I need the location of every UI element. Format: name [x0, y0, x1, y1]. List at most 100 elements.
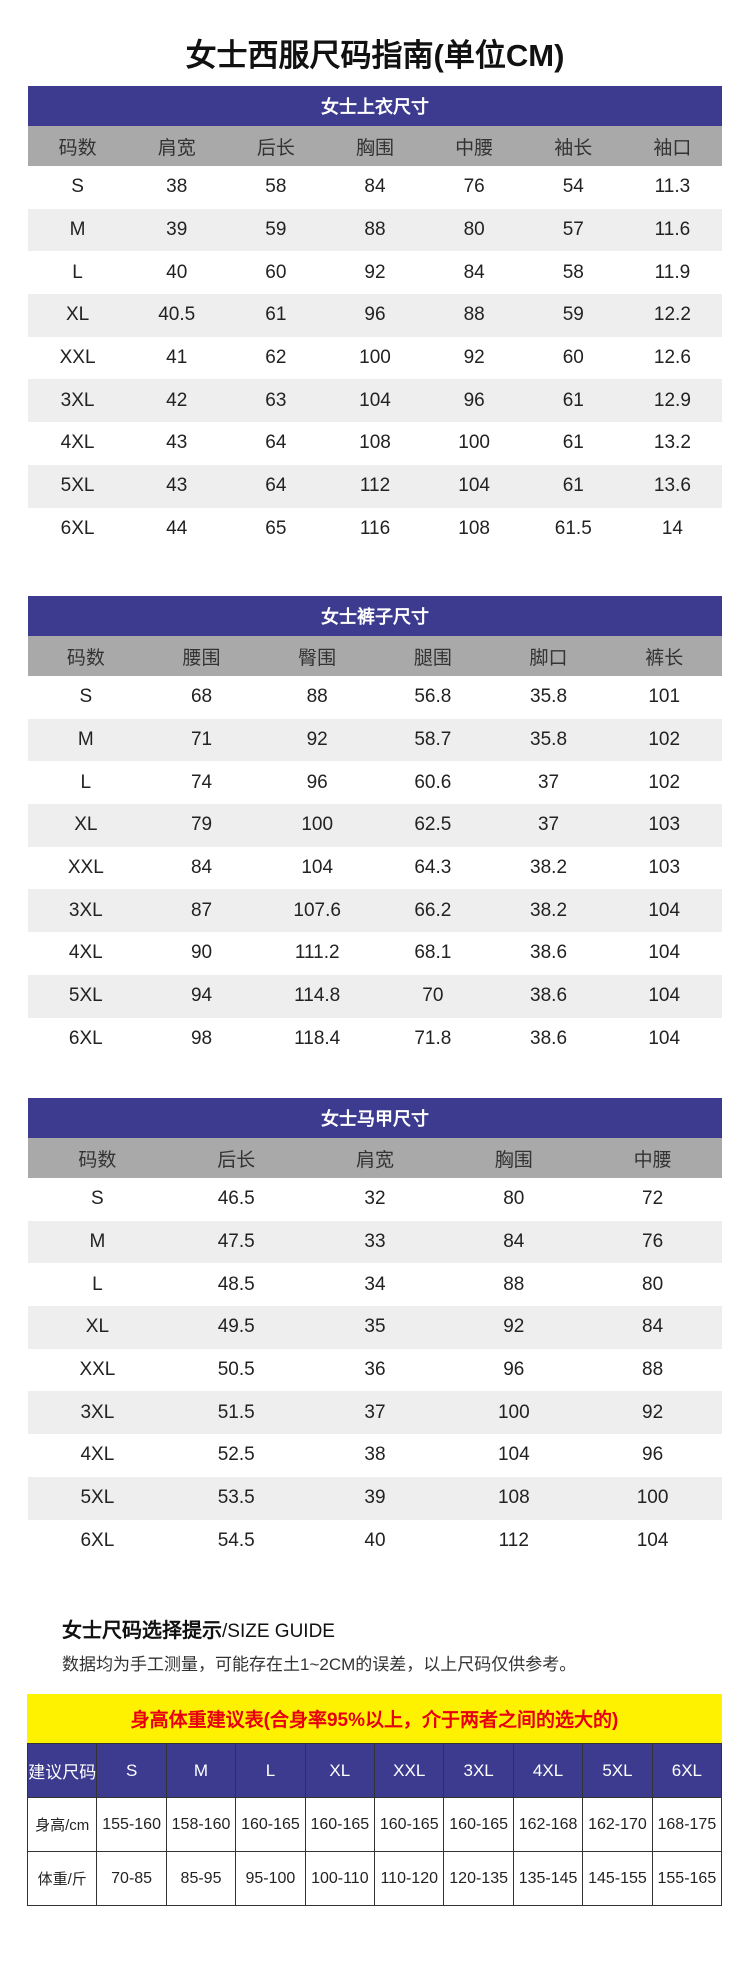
- size-label: 5XL: [60, 475, 95, 497]
- table-cell: 100: [497, 1401, 530, 1423]
- table-cell: 56.8: [414, 686, 452, 708]
- table-cell: 120-135: [443, 1852, 512, 1905]
- table-cell: 65: [265, 517, 287, 539]
- column-header: 码数: [66, 647, 105, 669]
- table-cell: 102: [648, 771, 681, 793]
- table-cell: 88: [306, 686, 328, 708]
- table-cell: 100: [359, 347, 391, 369]
- table-cell: 11.9: [654, 261, 691, 283]
- table-cell: 60.6: [414, 771, 452, 793]
- table-cell: 38.6: [530, 1027, 568, 1049]
- size-label: L: [92, 1273, 103, 1295]
- table-cell: 64.3: [414, 857, 452, 879]
- table-cell: 63: [265, 389, 287, 411]
- table-cell: 13.6: [653, 475, 691, 497]
- table-cell: 47.5: [217, 1231, 255, 1253]
- table-row: L 48.5 34 88 80: [28, 1263, 722, 1306]
- column-header: 肩宽: [355, 1149, 394, 1171]
- table-cell: 158-160: [165, 1798, 235, 1851]
- table-row: 3XL 42 63 104 96 61 12.9: [28, 379, 722, 423]
- table-cell: 76: [463, 176, 485, 198]
- table-row: 5XL 53.5 39 108 100: [28, 1476, 722, 1520]
- size-label: XL: [85, 1316, 110, 1338]
- table-cell: 155-165: [651, 1852, 723, 1905]
- column-header: 中腰: [633, 1149, 672, 1171]
- size-guide-title: 女士尺码选择提示: [62, 1620, 222, 1642]
- table-row: XL 79 100 62.5 37 103: [28, 804, 722, 847]
- table-cell: 90: [190, 942, 213, 964]
- size-label: M: [69, 219, 86, 241]
- column-header: 胸围: [355, 137, 394, 159]
- size-label: 3XL: [60, 389, 95, 411]
- table-cell: 42: [166, 389, 188, 411]
- table-cell: 95-100: [235, 1852, 304, 1905]
- column-header-row: 码数 肩宽 后长 胸围 中腰 袖长 袖口: [28, 126, 722, 166]
- table-cell: 84: [364, 176, 386, 198]
- table-cell: 43: [166, 432, 188, 454]
- table-row: XXL 41 62 100 92 60 12.6: [28, 337, 722, 380]
- table-cell: 54.5: [217, 1529, 255, 1551]
- column-header: 脚口: [529, 647, 568, 669]
- table-cell: 160-165: [235, 1798, 304, 1851]
- table-cell: 61: [562, 432, 584, 454]
- column-header: XXL: [374, 1744, 443, 1797]
- column-header: S: [96, 1744, 165, 1797]
- column-header: 建议尺码: [27, 1744, 96, 1797]
- row-label: 体重/斤: [27, 1852, 96, 1905]
- height-weight-table: 身高体重建议表(合身率95%以上，介于两者之间的选大的) 建议尺码 S M L XL XX…: [27, 1694, 723, 1906]
- table-cell: 43: [166, 475, 188, 497]
- size-label: XL: [65, 304, 90, 326]
- size-label: L: [72, 261, 83, 283]
- size-label: S: [79, 686, 93, 708]
- table-cell: 37: [537, 814, 560, 836]
- table-cell: 100-110: [304, 1852, 374, 1905]
- table-row: 体重/斤 70-85 85-95 95-100 100-110 110-120 120-13…: [27, 1852, 723, 1906]
- table-cell: 13.2: [653, 432, 691, 454]
- table-cell: 12.2: [653, 304, 691, 326]
- table-row: 3XL 87 107.6 66.2 38.2 104: [28, 889, 722, 933]
- table-cell: 94: [190, 985, 213, 1007]
- table-row: 5XL 94 114.8 70 38.6 104: [28, 974, 722, 1018]
- table-cell: 38: [364, 1444, 386, 1466]
- column-header: 腿围: [413, 647, 452, 669]
- table-cell: 112: [498, 1529, 529, 1551]
- column-header: 后长: [217, 1149, 256, 1171]
- table-cell: 104: [301, 857, 334, 879]
- table-cell: 104: [648, 1027, 681, 1049]
- table-row: 6XL 44 65 116 108 61.5 14: [28, 508, 722, 551]
- table-cell: 101: [648, 686, 681, 708]
- table-cell: 145-155: [582, 1852, 651, 1905]
- column-header: 胸围: [494, 1149, 533, 1171]
- column-header: 肩宽: [157, 137, 196, 159]
- size-label: 5XL: [80, 1487, 115, 1509]
- vest-size-table: 女士马甲尺寸 码数 后长 肩宽 胸围 中腰 S 46.5 32 80 72 M 47.5 33 84 76 L…: [28, 1098, 722, 1562]
- table-cell: 108: [359, 432, 391, 454]
- table-cell: 38.2: [530, 857, 568, 879]
- top-size-table: 女士上衣尺寸 码数 肩宽 后长 胸围 中腰 袖长 袖口 S 38 58 84 76 54 11.3 M 39 5…: [28, 86, 722, 550]
- table-cell: 92: [503, 1316, 525, 1338]
- size-label: 6XL: [68, 1027, 103, 1049]
- table-cell: 84: [642, 1316, 664, 1338]
- table-title: 女士马甲尺寸: [28, 1098, 722, 1138]
- table-row: 4XL 90 111.2 68.1 38.6 104: [28, 932, 722, 975]
- table-cell: 102: [648, 729, 681, 751]
- table-cell: 88: [642, 1359, 664, 1381]
- table-cell: 64: [265, 432, 287, 454]
- size-label: 6XL: [80, 1529, 115, 1551]
- table-cell: 38.6: [530, 942, 568, 964]
- size-label: 6XL: [60, 517, 95, 539]
- table-row: XL 40.5 61 96 88 59 12.2: [28, 294, 722, 337]
- table-cell: 160-165: [374, 1798, 443, 1851]
- column-header: 后长: [256, 137, 295, 159]
- table-row: S 38 58 84 76 54 11.3: [28, 166, 722, 209]
- table-cell: 104: [648, 942, 681, 964]
- column-header-row: 码数 后长 肩宽 胸围 中腰: [28, 1138, 722, 1178]
- size-label: XL: [74, 814, 98, 836]
- pants-size-table: 女士裤子尺寸 码数 腰围 臀围 腿围 脚口 裤长 S 68 88 56.8 35.8 101 M 71 92…: [28, 596, 722, 1060]
- table-cell: 40: [166, 261, 188, 283]
- table-cell: 52.5: [217, 1444, 255, 1466]
- table-cell: 37: [364, 1401, 386, 1423]
- table-row: 4XL 43 64 108 100 61 13.2: [28, 422, 722, 465]
- table-cell: 57: [562, 219, 584, 241]
- size-label: 5XL: [68, 985, 103, 1007]
